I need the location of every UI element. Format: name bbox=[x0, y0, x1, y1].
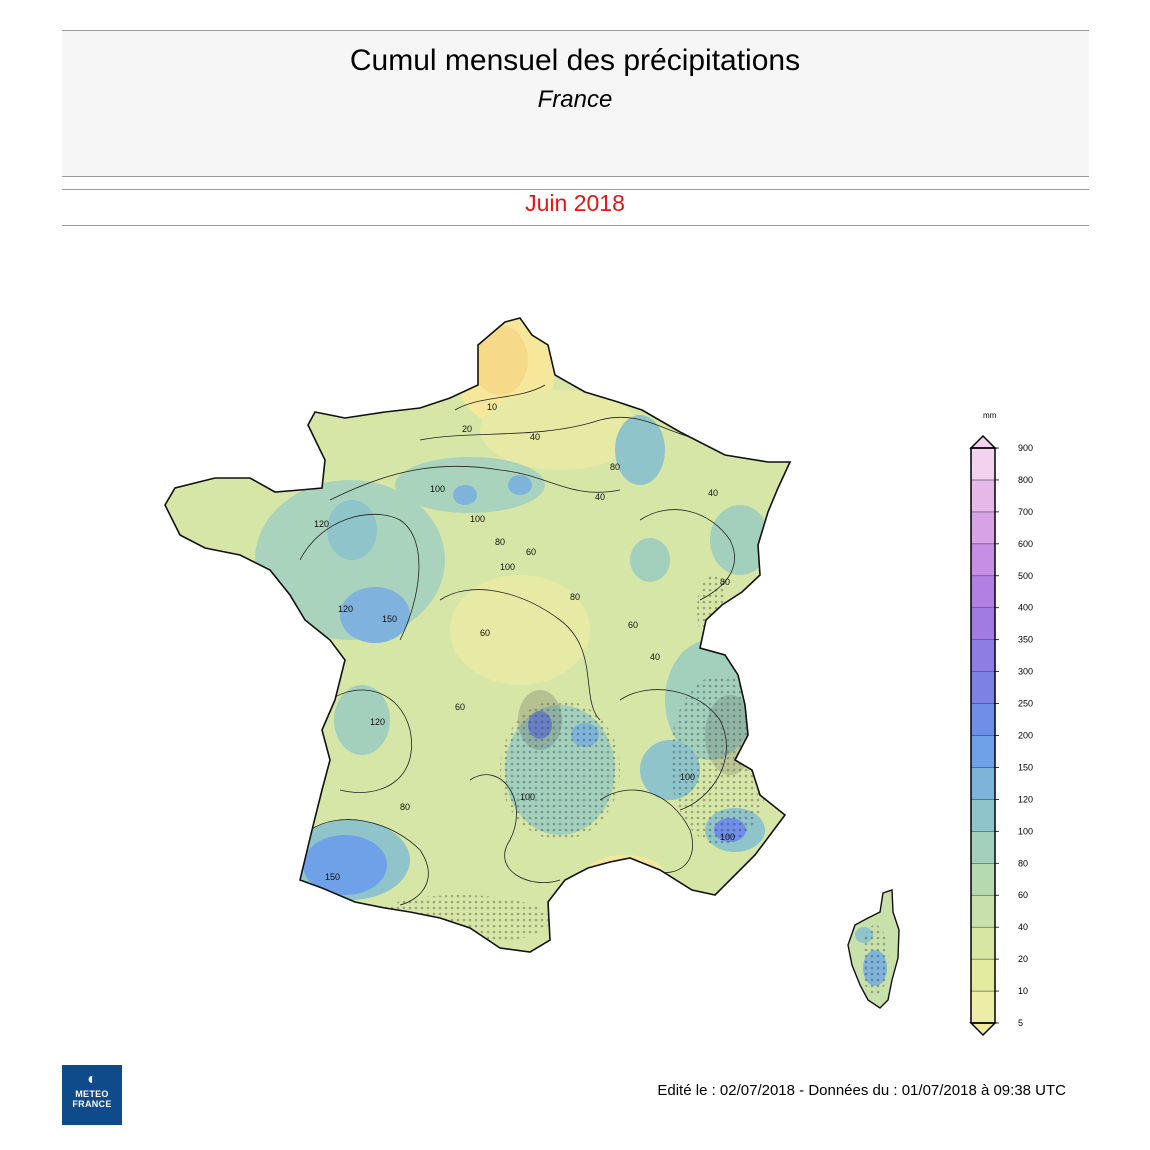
legend-tick-label: 150 bbox=[1018, 762, 1033, 772]
legend-tick-label: 80 bbox=[1018, 858, 1028, 868]
contour-label: 80 bbox=[400, 802, 410, 812]
legend-band bbox=[970, 511, 996, 545]
legend-band bbox=[970, 607, 996, 640]
contour-label: 80 bbox=[495, 537, 505, 547]
legend-tick-label: 100 bbox=[1018, 826, 1033, 836]
legend-tick-label: 5 bbox=[1018, 1018, 1023, 1028]
contour-label: 100 bbox=[680, 772, 695, 782]
legend-tick-label: 120 bbox=[1018, 794, 1033, 804]
legend-tick-label: 10 bbox=[1018, 986, 1028, 996]
contour-label: 10 bbox=[487, 402, 497, 412]
contour-label: 20 bbox=[462, 424, 472, 434]
contour-label: 60 bbox=[480, 628, 490, 638]
legend-band bbox=[970, 894, 996, 928]
legend-tick-label: 600 bbox=[1018, 539, 1033, 549]
contour-label: 150 bbox=[382, 614, 397, 624]
legend-tick-label: 250 bbox=[1018, 699, 1033, 709]
legend-band bbox=[970, 703, 996, 736]
contour-label: 120 bbox=[338, 604, 353, 614]
header-panel bbox=[62, 30, 1089, 177]
contour-label: 100 bbox=[470, 514, 485, 524]
legend-band bbox=[970, 958, 996, 992]
contour-label: 80 bbox=[720, 577, 730, 587]
contour-label: 100 bbox=[720, 832, 735, 842]
legend-band bbox=[970, 479, 996, 513]
period-label: Juin 2018 bbox=[525, 190, 625, 216]
map-title: Cumul mensuel des précipitations bbox=[349, 44, 801, 77]
legend-band bbox=[970, 767, 996, 800]
contour-label: 150 bbox=[325, 872, 340, 882]
legend-band bbox=[970, 575, 996, 608]
period-panel bbox=[62, 189, 1089, 226]
meteo-france-logo: ◐ METEO FRANCE bbox=[62, 1065, 122, 1125]
legend-tick-label: 200 bbox=[1018, 731, 1033, 741]
map-subtitle: France bbox=[537, 86, 613, 113]
contour-label: 80 bbox=[610, 462, 620, 472]
legend-tick-label: 700 bbox=[1018, 507, 1033, 517]
contour-label: 120 bbox=[370, 717, 385, 727]
legend-band bbox=[970, 926, 996, 960]
legend-tick-label: 300 bbox=[1018, 667, 1033, 677]
legend-max-arrow bbox=[969, 434, 997, 449]
legend-band bbox=[970, 990, 996, 1024]
legend-band bbox=[970, 735, 996, 768]
contour-labels: 10 20 40 40 40 60 60 60 80 80 80 80 100 100 100 100 120 1… bbox=[314, 402, 735, 882]
contour-label: 80 bbox=[570, 592, 580, 602]
legend-band bbox=[970, 799, 996, 832]
contour-label: 60 bbox=[628, 620, 638, 630]
contour-label: 40 bbox=[530, 432, 540, 442]
legend-tick-label: 800 bbox=[1018, 475, 1033, 485]
contour-label: 40 bbox=[595, 492, 605, 502]
legend-unit: mm bbox=[983, 411, 997, 420]
contour-label: 60 bbox=[455, 702, 465, 712]
contour-label: 100 bbox=[430, 484, 445, 494]
corsica bbox=[847, 889, 900, 1009]
legend-tick-label: 20 bbox=[1018, 954, 1028, 964]
legend-band bbox=[970, 671, 996, 704]
france-outline bbox=[164, 317, 792, 953]
contour-label: 100 bbox=[520, 792, 535, 802]
legend-tick-label: 350 bbox=[1018, 635, 1033, 645]
contour-label: 120 bbox=[314, 519, 329, 529]
legend-tick-label: 900 bbox=[1018, 443, 1033, 453]
legend-tick-label: 60 bbox=[1018, 890, 1028, 900]
legend-band bbox=[970, 863, 996, 896]
legend-band bbox=[970, 447, 996, 481]
legend-colorbar: 5 10 20 40 60 80 100 120 150 200 250 300 350 400 500 60… bbox=[969, 434, 1033, 1037]
legend-tick-label: 500 bbox=[1018, 571, 1033, 581]
contour-label: 40 bbox=[650, 652, 660, 662]
contour-label: 40 bbox=[708, 488, 718, 498]
legend-band bbox=[970, 831, 996, 864]
contour-label: 100 bbox=[500, 562, 515, 572]
legend-tick-label: 400 bbox=[1018, 603, 1033, 613]
footer-edit-info: Edité le : 02/07/2018 - Données du : 01/… bbox=[657, 1082, 1066, 1099]
legend-min-arrow bbox=[969, 1022, 997, 1037]
legend-band bbox=[970, 639, 996, 672]
contour-label: 60 bbox=[526, 547, 536, 557]
legend-tick-label: 40 bbox=[1018, 922, 1028, 932]
logo-icon: ◐ bbox=[87, 1071, 97, 1088]
legend-band bbox=[970, 543, 996, 577]
